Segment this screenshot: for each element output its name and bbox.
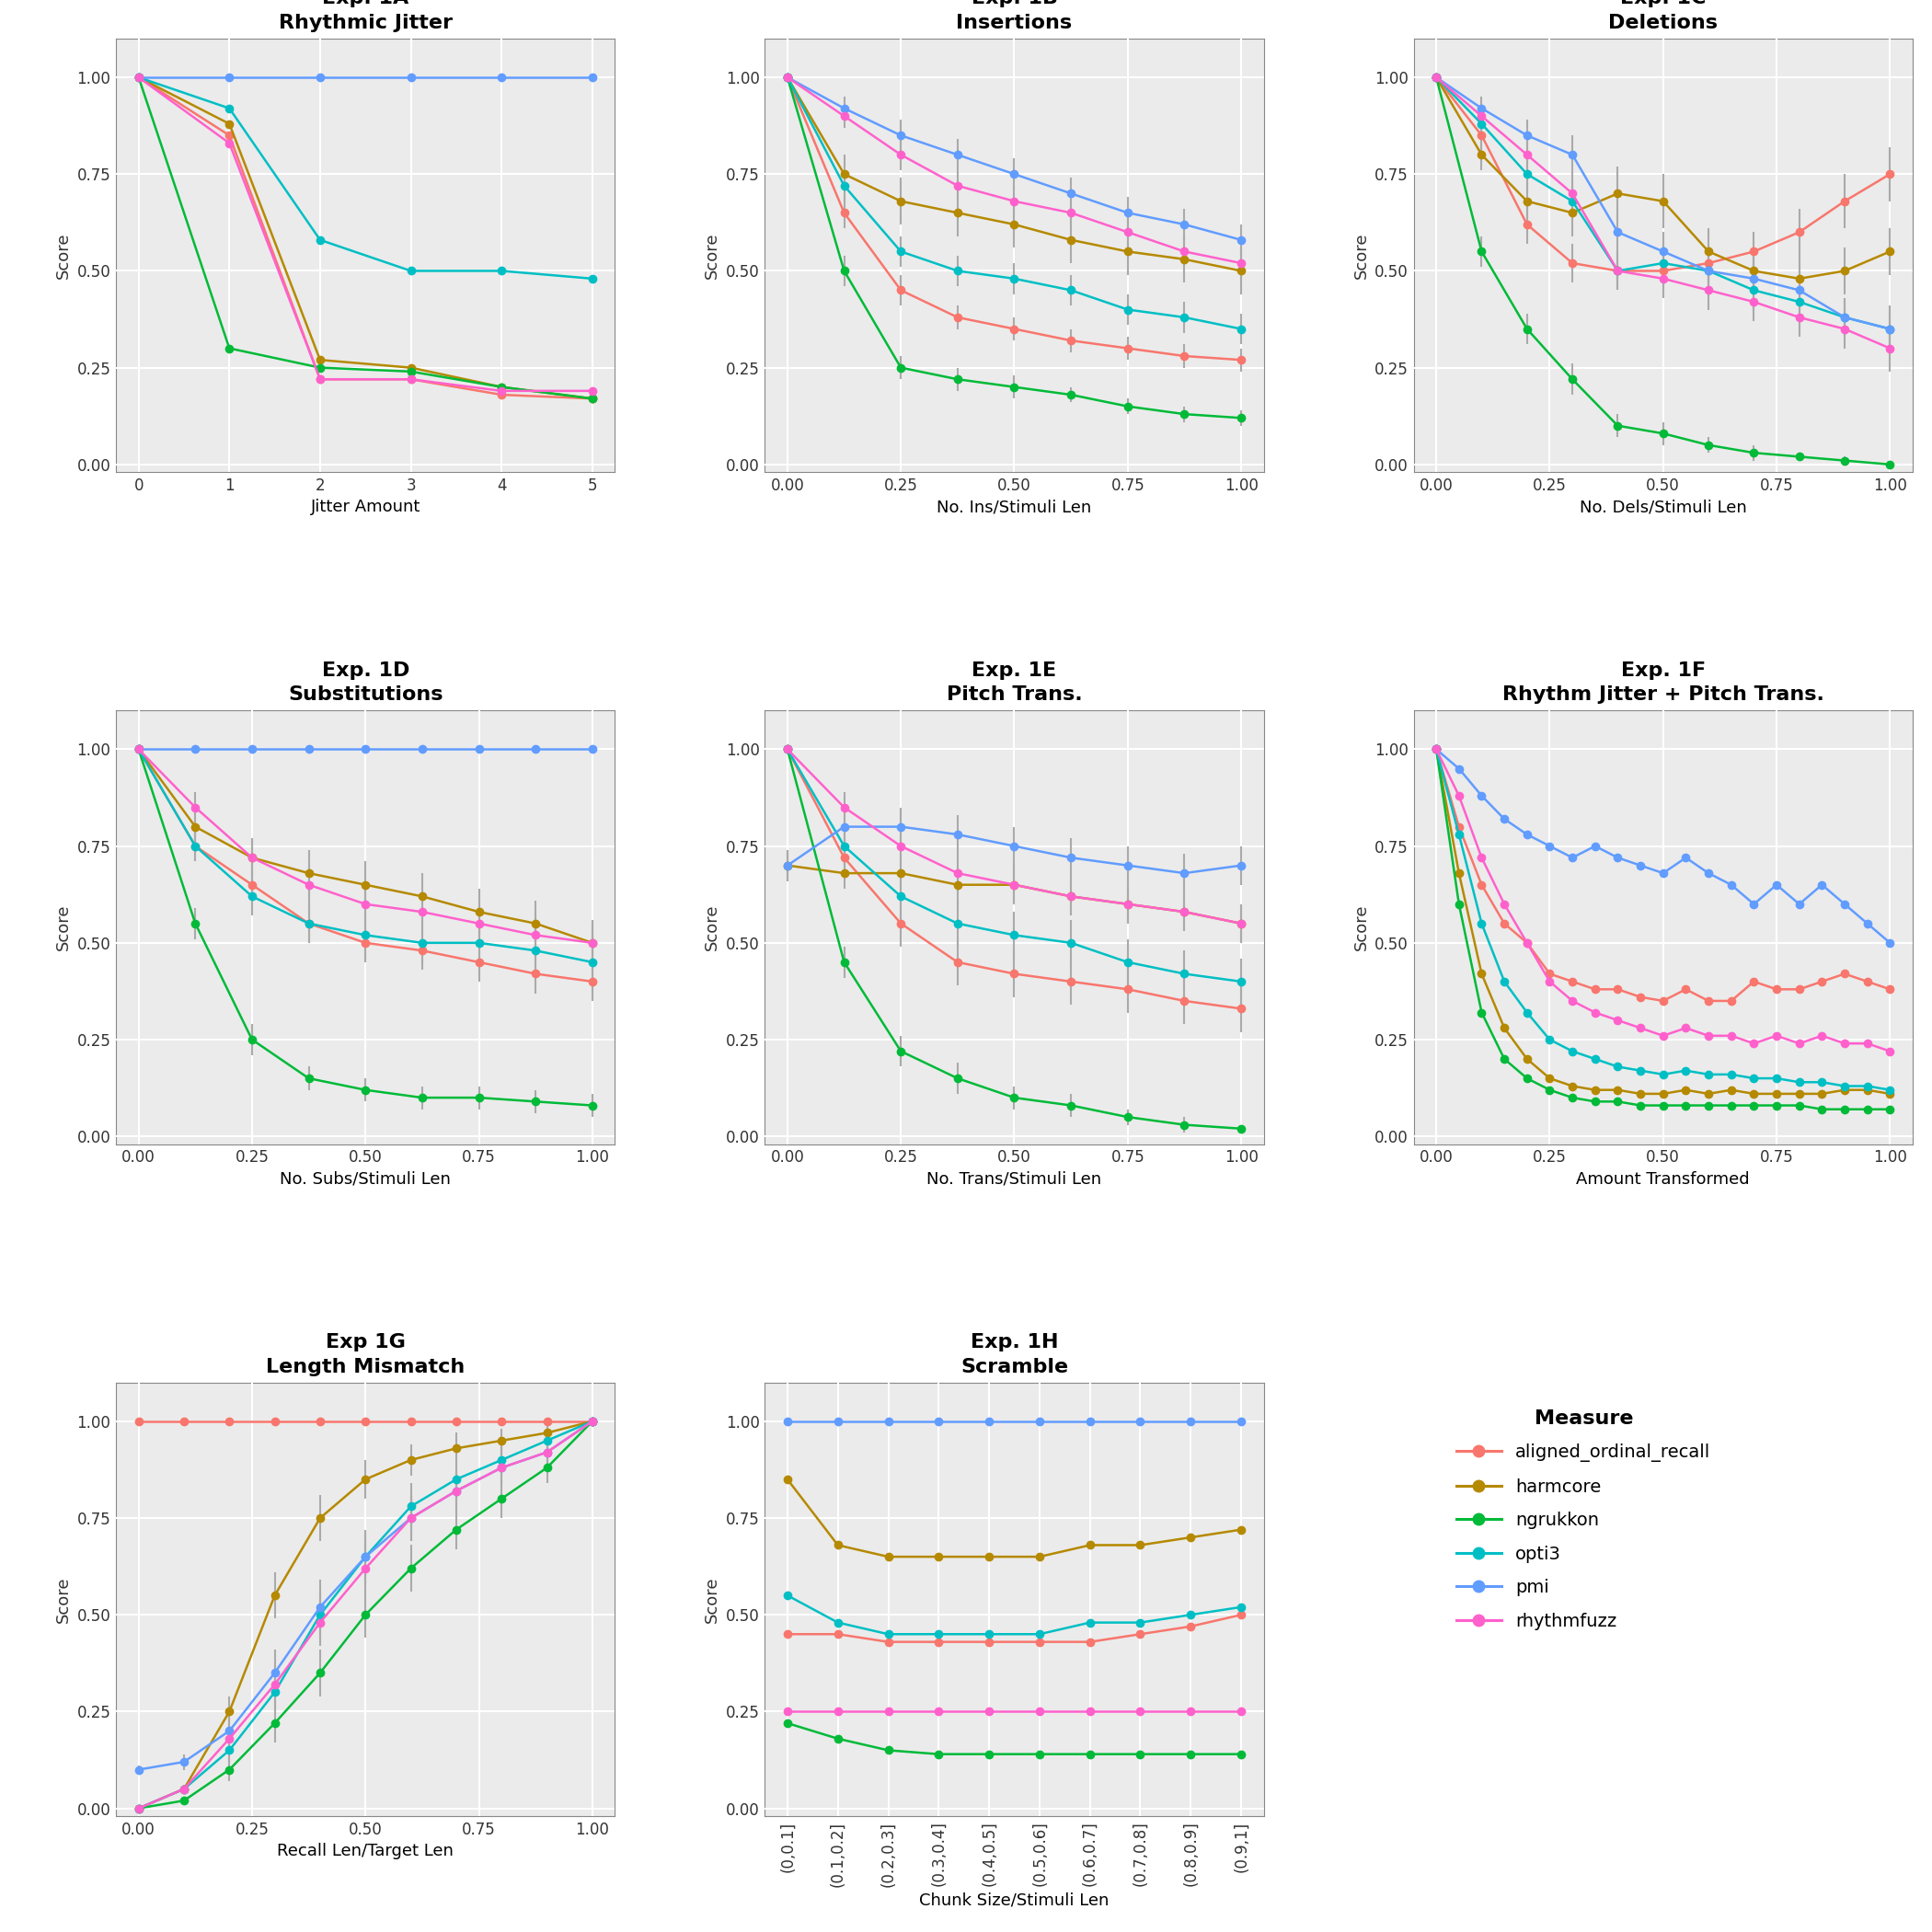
X-axis label: No. Ins/Stimuli Len: No. Ins/Stimuli Len — [937, 498, 1092, 516]
Y-axis label: Score: Score — [56, 904, 71, 951]
X-axis label: Amount Transformed: Amount Transformed — [1577, 1171, 1750, 1188]
X-axis label: Jitter Amount: Jitter Amount — [311, 498, 421, 516]
Y-axis label: Score: Score — [1352, 232, 1370, 278]
Title: Exp. 1A
Rhythmic Jitter: Exp. 1A Rhythmic Jitter — [278, 0, 452, 33]
Y-axis label: Score: Score — [1352, 904, 1370, 951]
X-axis label: No. Subs/Stimuli Len: No. Subs/Stimuli Len — [280, 1171, 450, 1188]
Y-axis label: Score: Score — [703, 904, 721, 951]
Title: Exp. 1F
Rhythm Jitter + Pitch Trans.: Exp. 1F Rhythm Jitter + Pitch Trans. — [1503, 661, 1824, 703]
Title: Exp. 1D
Substitutions: Exp. 1D Substitutions — [288, 661, 442, 703]
Y-axis label: Score: Score — [703, 1577, 721, 1623]
Title: Exp. 1C
Deletions: Exp. 1C Deletions — [1607, 0, 1718, 33]
Legend: aligned_ordinal_recall, harmcore, ngrukkon, opti3, pmi, rhythmfuzz: aligned_ordinal_recall, harmcore, ngrukk… — [1447, 1401, 1719, 1638]
Title: Exp. 1E
Pitch Trans.: Exp. 1E Pitch Trans. — [947, 661, 1082, 703]
Y-axis label: Score: Score — [703, 232, 721, 278]
Y-axis label: Score: Score — [56, 232, 71, 278]
Title: Exp. 1B
Insertions: Exp. 1B Insertions — [956, 0, 1072, 33]
Title: Exp. 1H
Scramble: Exp. 1H Scramble — [960, 1333, 1068, 1376]
X-axis label: Chunk Size/Stimuli Len: Chunk Size/Stimuli Len — [920, 1891, 1109, 1909]
Y-axis label: Score: Score — [56, 1577, 71, 1623]
X-axis label: No. Trans/Stimuli Len: No. Trans/Stimuli Len — [927, 1171, 1101, 1188]
Title: Exp 1G
Length Mismatch: Exp 1G Length Mismatch — [267, 1333, 466, 1376]
X-axis label: Recall Len/Target Len: Recall Len/Target Len — [276, 1843, 454, 1859]
X-axis label: No. Dels/Stimuli Len: No. Dels/Stimuli Len — [1580, 498, 1747, 516]
